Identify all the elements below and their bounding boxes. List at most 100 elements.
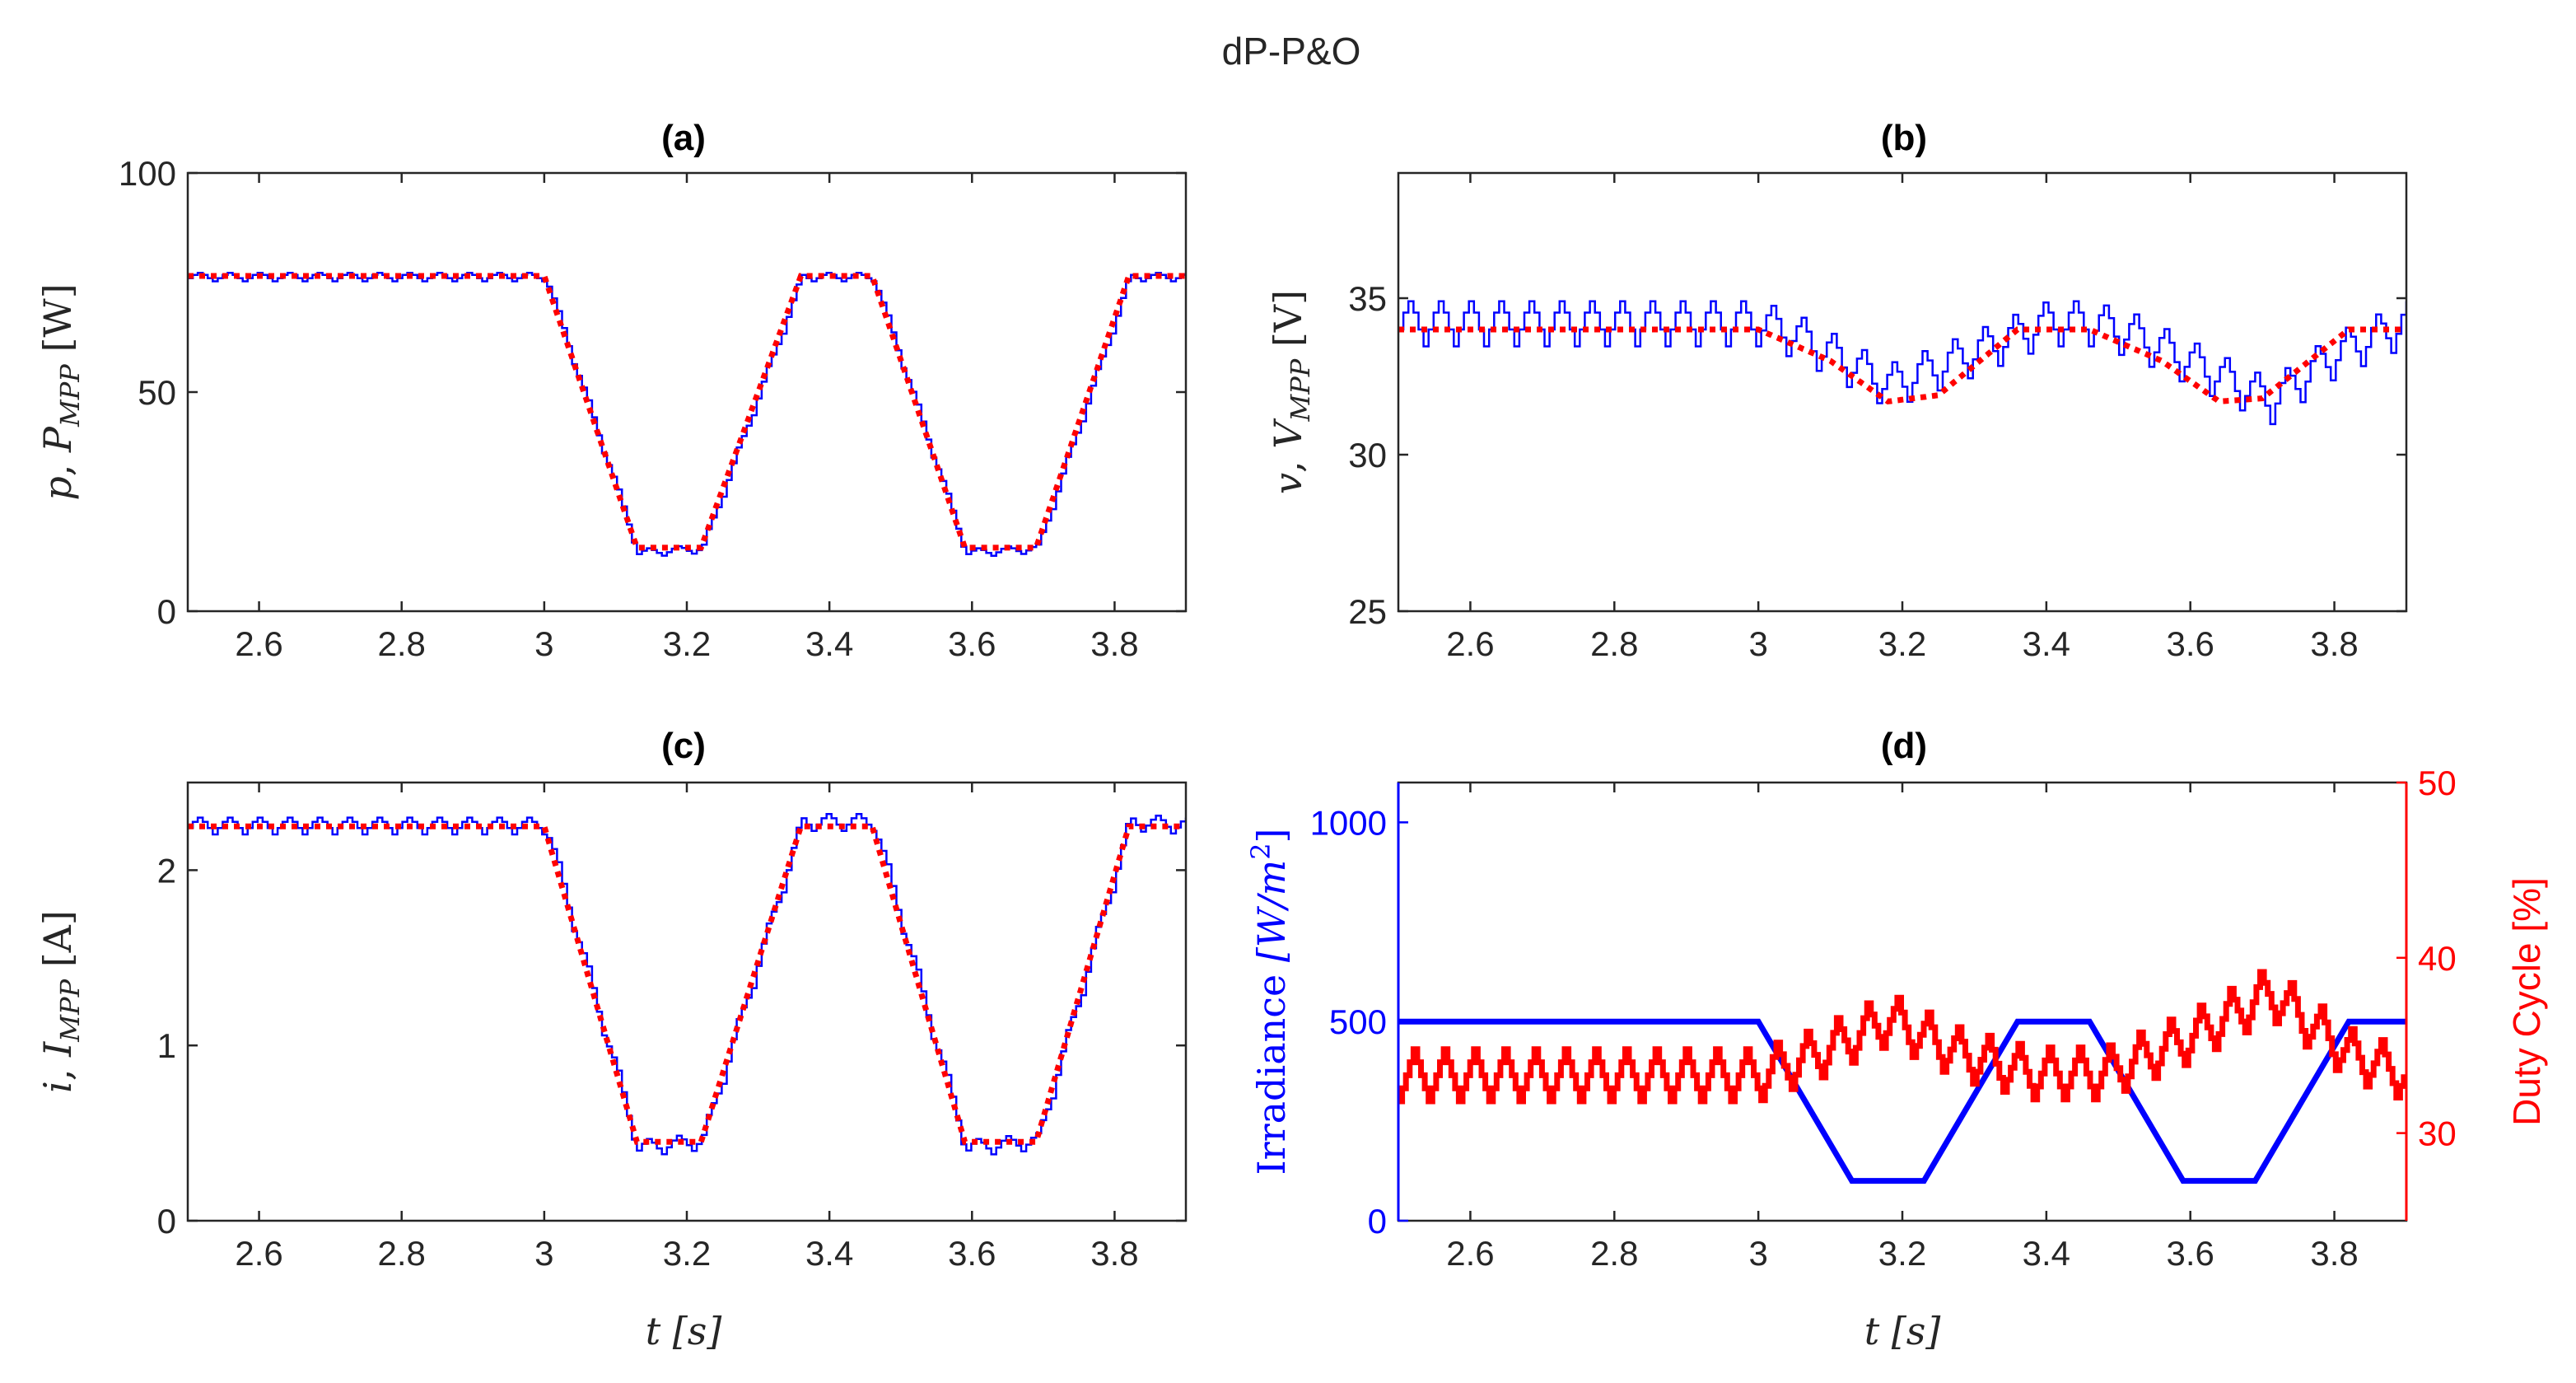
x-tick-label: 3 <box>1748 1234 1767 1273</box>
panel-c-ylabel-var: i <box>35 1081 80 1093</box>
panel-b-ylabel: v, VMPP [V] <box>1266 290 1316 494</box>
panel-c-ylabel-sub: MPP <box>54 979 86 1042</box>
y-tick-label: 50 <box>138 373 176 412</box>
panel-d-ylabel-unit-a: [W/m <box>1249 860 1294 962</box>
x-tick-label: 2.6 <box>1446 624 1494 663</box>
y-tick-label: 0 <box>157 592 176 631</box>
y-tick-label: 25 <box>1348 592 1387 631</box>
panel-c-ticks: 2.6 2.8 3 3.2 3.4 3.6 3.8 0 1 2 <box>157 783 1186 1273</box>
panel-a-ylabel-sub: MPP <box>54 364 86 428</box>
figure-title: dP-P&O <box>1222 30 1361 72</box>
panel-d-ylabel-unit-b: ] <box>1249 828 1294 843</box>
x-tick-label: 2.8 <box>1590 624 1638 663</box>
x-tick-label: 3.8 <box>2310 624 2358 663</box>
y-tick-label: 100 <box>119 154 176 193</box>
x-tick-label: 2.8 <box>378 1234 426 1273</box>
panel-b-plot <box>1398 300 2406 426</box>
panel-a-plot <box>188 272 1186 557</box>
panel-c-ylabel-sym: I <box>35 1041 80 1058</box>
panel-d-xlabel: t [s] <box>1864 1309 1941 1353</box>
x-tick-label: 2.6 <box>235 624 282 663</box>
panel-d-ylabel: Irradiance [W/m2] <box>1245 828 1294 1175</box>
panel-c-ylabel: i, IMPP [A] <box>35 910 86 1093</box>
x-tick-label: 2.6 <box>1446 1234 1494 1273</box>
y2-tick-label: 30 <box>2418 1114 2457 1153</box>
x-tick-label: 3.4 <box>2023 1234 2070 1273</box>
panel-d-plot <box>1398 969 2406 1184</box>
x-tick-label: 3.8 <box>1090 1234 1138 1273</box>
panel-b-axes-box <box>1397 171 2408 613</box>
y-tick-label: 1000 <box>1310 803 1387 842</box>
panel-d-ylabel-word: Irradiance <box>1249 962 1294 1175</box>
panel-a-ylabel-var: p <box>35 476 80 500</box>
panel-c-plot <box>188 813 1186 1156</box>
panel-c-axes-box <box>186 781 1188 1222</box>
panel-a-title: (a) <box>661 118 706 158</box>
x-tick-label: 3.4 <box>805 624 853 663</box>
x-tick-label: 3 <box>534 1234 553 1273</box>
panel-b-ylabel-sym: V <box>1266 418 1310 449</box>
x-tick-label: 3.6 <box>2167 1234 2214 1273</box>
x-tick-label: 3.2 <box>1878 624 1926 663</box>
x-tick-label: 3 <box>534 624 553 663</box>
x-tick-label: 3.6 <box>2167 624 2214 663</box>
y-tick-label: 0 <box>157 1202 176 1240</box>
series-I_MPP-line <box>188 823 1186 1145</box>
panel-c-xlabel: t [s] <box>646 1309 722 1353</box>
y-tick-label: 500 <box>1329 1002 1387 1041</box>
series-i-line <box>188 813 1186 1156</box>
x-tick-label: 2.6 <box>235 1234 282 1273</box>
panel-b-title: (b) <box>1881 118 1927 158</box>
x-tick-label: 2.8 <box>1590 1234 1638 1273</box>
y-tick-label: 35 <box>1348 279 1387 318</box>
panel-a-ylabel: p, PMPP [W] <box>35 283 86 500</box>
panel-c-ylabel-unit: [A] <box>35 910 80 979</box>
series-V_MPP-line <box>1398 326 2406 405</box>
panel-b-ylabel-var: v <box>1266 473 1310 494</box>
panel-d-ticks: 2.6 2.8 3 3.2 3.4 3.6 3.8 0 500 1000 30 40 50 <box>1310 764 2457 1273</box>
series-p-line <box>188 272 1186 557</box>
panel-a-ylabel-unit: [W] <box>35 283 80 364</box>
x-tick-label: 3.2 <box>1878 1234 1926 1273</box>
series-group <box>188 813 1186 1156</box>
panel-c-title: (c) <box>661 726 706 766</box>
x-tick-label: 3.6 <box>948 1234 996 1273</box>
x-tick-label: 2.8 <box>378 624 426 663</box>
series-group <box>1398 300 2406 426</box>
y-tick-label: 2 <box>157 851 176 890</box>
x-tick-label: 3.4 <box>805 1234 853 1273</box>
panel-b-ticks: 2.6 2.8 3 3.2 3.4 3.6 3.8 25 30 35 <box>1348 173 2406 663</box>
panel-d-y2label: Duty Cycle [%] <box>2505 877 2548 1126</box>
panel-a: (a) 2.6 2.8 3 3.2 3.4 3.6 3.8 0 50 100 p, PMPP [W… <box>35 118 1188 663</box>
series-irradiance-line <box>1398 1018 2406 1184</box>
panel-d: (d) 2.6 2.8 3 3.2 3.4 3.6 3.8 0 500 1000 30 40 50 Ir… <box>1245 726 2548 1353</box>
x-tick-label: 3.2 <box>663 1234 711 1273</box>
x-tick-label: 3.2 <box>663 624 711 663</box>
panel-a-ylabel-sep: , <box>35 452 80 476</box>
x-tick-label: 3.8 <box>2310 1234 2358 1273</box>
panel-b: (b) 2.6 2.8 3 3.2 3.4 3.6 3.8 25 30 35 v, VMPP [V… <box>1266 118 2408 663</box>
panel-d-ylabel-sup: 2 <box>1245 843 1276 859</box>
x-tick-label: 3.6 <box>948 624 996 663</box>
x-tick-label: 3.4 <box>2023 624 2070 663</box>
panel-a-ylabel-sym: P <box>35 426 80 453</box>
panel-d-title: (d) <box>1881 726 1927 766</box>
panel-a-ticks: 2.6 2.8 3 3.2 3.4 3.6 3.8 0 50 100 <box>119 154 1186 663</box>
y2-tick-label: 50 <box>2418 764 2457 802</box>
series-v-line <box>1398 300 2406 426</box>
series-duty-cycle-line <box>1398 969 2406 1105</box>
series-group <box>1398 969 2406 1184</box>
panel-c-ylabel-sep: , <box>35 1057 80 1081</box>
panel-b-ylabel-unit: [V] <box>1266 290 1310 359</box>
y-tick-label: 0 <box>1368 1202 1387 1240</box>
panel-b-ylabel-sub: MPP <box>1285 358 1316 422</box>
panel-b-ylabel-sep: , <box>1266 449 1310 473</box>
panel-c: (c) 2.6 2.8 3 3.2 3.4 3.6 3.8 0 1 2 i, IMPP [A] t… <box>35 726 1188 1353</box>
x-tick-label: 3.8 <box>1090 624 1138 663</box>
x-tick-label: 3 <box>1748 624 1767 663</box>
y-tick-label: 30 <box>1348 436 1387 474</box>
y2-tick-label: 40 <box>2418 939 2457 978</box>
y-tick-label: 1 <box>157 1026 176 1065</box>
series-group <box>188 272 1186 557</box>
